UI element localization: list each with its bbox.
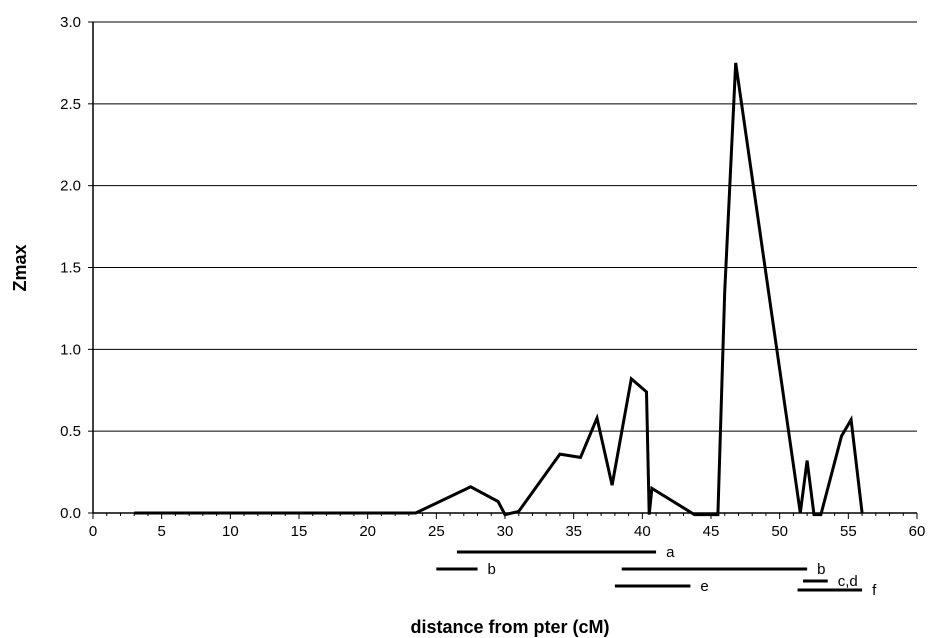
interval-label: f	[872, 582, 877, 599]
x-tick-label: 5	[157, 523, 165, 540]
x-tick-label: 35	[565, 523, 582, 540]
ticks: 0.0 0.5 1.0 1.5 2.0 2.5 3.0 0 5 10 15 20 25 30 35 40 45 5…	[60, 14, 925, 540]
x-tick-label: 30	[497, 523, 514, 540]
y-tick-label: 3.0	[60, 14, 81, 31]
x-axis-title: distance from pter (cM)	[410, 617, 609, 637]
x-tick-label: 15	[291, 523, 308, 540]
interval-label: b	[817, 561, 825, 578]
y-axis-title: Zmax	[10, 244, 30, 291]
y-tick-label: 0.0	[60, 505, 81, 522]
x-tick-label: 40	[634, 523, 651, 540]
x-tick-label: 55	[840, 523, 857, 540]
y-tick-label: 2.5	[60, 96, 81, 113]
interval-label: c,d	[838, 573, 858, 590]
y-tick-label: 0.5	[60, 423, 81, 440]
interval-label: e	[700, 578, 708, 595]
interval-label: a	[666, 544, 675, 561]
intervals-group: a b b c,d e f	[436, 544, 877, 599]
x-tick-label: 45	[703, 523, 720, 540]
series-group	[134, 62, 864, 517]
x-tick-label: 20	[359, 523, 376, 540]
x-tick-label: 50	[771, 523, 788, 540]
x-tick-label: 60	[909, 523, 926, 540]
y-tick-label: 1.0	[60, 341, 81, 358]
data-line	[134, 62, 864, 517]
interval-label: b	[488, 561, 496, 578]
y-tick-label: 2.0	[60, 178, 81, 195]
grid-lines	[93, 21, 917, 432]
y-tick-label: 1.5	[60, 260, 81, 277]
x-tick-label: 0	[89, 523, 97, 540]
x-tick-label: 10	[222, 523, 239, 540]
x-tick-label: 25	[428, 523, 445, 540]
